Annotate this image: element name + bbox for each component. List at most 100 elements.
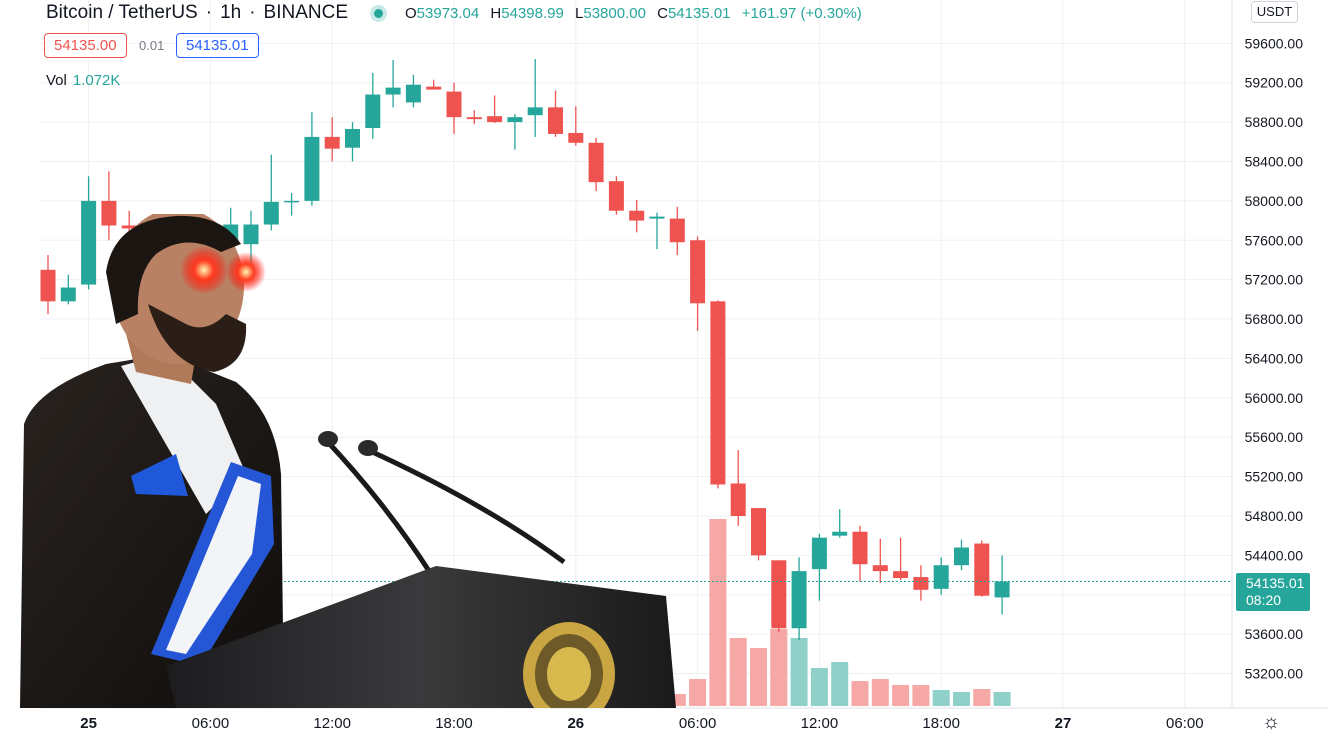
candle-body — [690, 240, 706, 304]
x-tick-label: 27 — [1055, 715, 1072, 732]
volume-bar — [729, 638, 747, 706]
y-tick-label: 58000.00 — [1245, 193, 1304, 209]
ohlc-values: O53973.04 H54398.99 L53800.00 C54135.01 … — [405, 4, 862, 22]
spread-value: 0.01 — [139, 38, 165, 53]
volume-bar — [993, 692, 1011, 706]
candle-body — [284, 200, 300, 203]
candle-body — [832, 531, 848, 536]
close-value: 54135.01 — [667, 4, 731, 22]
candle-body — [811, 537, 827, 570]
candle-body — [40, 269, 56, 302]
volume-bar — [851, 681, 869, 706]
candle-body — [324, 136, 340, 149]
currency-button[interactable]: USDT — [1251, 1, 1298, 23]
candle-body — [263, 201, 279, 225]
volume-bar — [709, 519, 727, 706]
symbol-legend: Bitcoin / TetherUS · 1h · BINANCE O53973… — [46, 2, 862, 23]
candle-body — [405, 84, 421, 103]
president-photo — [20, 214, 676, 708]
candle-body — [771, 560, 787, 629]
candle-body — [872, 565, 888, 572]
candle-body — [730, 483, 746, 516]
change-value: +161.97 (+0.30%) — [741, 4, 862, 22]
x-tick-label: 06:00 — [192, 715, 230, 732]
x-tick-label: 06:00 — [1166, 715, 1204, 732]
volume-bar — [932, 690, 950, 706]
volume-bar — [953, 692, 970, 706]
candle-body — [466, 117, 482, 120]
candle-body — [527, 107, 543, 116]
candle-body — [365, 94, 381, 129]
y-tick-label: 56800.00 — [1245, 311, 1304, 327]
volume-bar — [973, 689, 991, 706]
volume-bar — [790, 638, 808, 706]
y-tick-label: 58400.00 — [1245, 153, 1304, 169]
y-tick-label: 58800.00 — [1245, 114, 1304, 130]
x-tick-label: 25 — [80, 715, 97, 732]
low-value: 53800.00 — [583, 4, 646, 22]
last-price-label: 54135.01 08:20 — [1236, 573, 1310, 611]
candle-body — [588, 142, 604, 183]
buy-button[interactable]: 54135.01 — [176, 33, 259, 58]
candle-body — [629, 210, 645, 221]
gear-icon[interactable]: ☼ — [1262, 711, 1281, 733]
y-tick-label: 53600.00 — [1245, 626, 1304, 642]
y-tick-label: 54800.00 — [1245, 508, 1304, 524]
candle-body — [121, 225, 137, 229]
candle-body — [81, 200, 97, 285]
candle-body — [345, 128, 360, 148]
candle-body — [893, 571, 909, 579]
y-tick-label: 54400.00 — [1245, 547, 1304, 563]
y-tick-label: 55200.00 — [1245, 469, 1304, 485]
x-tick-label: 12:00 — [801, 715, 839, 732]
y-tick-label: 55600.00 — [1245, 429, 1304, 445]
candle-body — [710, 301, 726, 485]
candle-body — [649, 216, 665, 219]
candle-body — [568, 132, 584, 143]
candle-body — [385, 87, 401, 95]
symbol-name[interactable]: Bitcoin / TetherUS — [46, 2, 198, 23]
exchange-label: BINANCE — [263, 2, 348, 23]
candle-body — [751, 508, 766, 556]
volume-bar — [770, 629, 788, 706]
candle-body — [669, 218, 685, 243]
y-tick-label: 56000.00 — [1245, 390, 1304, 406]
volume-bar — [689, 679, 707, 706]
x-tick-label: 18:00 — [435, 715, 473, 732]
candle-body — [791, 571, 807, 629]
volume-bar — [831, 662, 849, 706]
candle-body — [507, 117, 523, 123]
x-tick-label: 12:00 — [313, 715, 351, 732]
time-axis[interactable]: 25 06:00 12:00 18:00 26 06:00 12:00 18:00 27 06:0… — [80, 715, 1203, 732]
candle-body — [933, 565, 949, 589]
last-price-value: 54135.01 — [1246, 575, 1305, 591]
candle-body — [548, 107, 563, 134]
candle-body — [852, 531, 868, 565]
volume-bar — [892, 685, 910, 706]
price-axis[interactable]: 59600.00 59200.00 58800.00 58400.00 58000.00… — [1245, 35, 1304, 681]
candle-body — [608, 181, 624, 211]
volume-value: 1.072K — [72, 72, 121, 89]
y-tick-label: 57600.00 — [1245, 232, 1304, 248]
y-tick-label: 53200.00 — [1245, 666, 1304, 682]
volume-bar — [810, 668, 828, 706]
sell-button[interactable]: 54135.00 — [44, 33, 127, 58]
bar-countdown: 08:20 — [1246, 592, 1282, 608]
candle-body — [974, 543, 990, 596]
candle-body — [304, 136, 320, 201]
candle-body — [60, 287, 76, 302]
volume-bar — [871, 679, 889, 706]
volume-label: Vol — [46, 72, 67, 89]
y-tick-label: 59600.00 — [1245, 35, 1304, 51]
high-value: 54398.99 — [501, 4, 564, 22]
candle-body — [487, 116, 503, 123]
candle-body — [954, 547, 969, 566]
y-tick-label: 56400.00 — [1245, 350, 1304, 366]
x-tick-label: 18:00 — [922, 715, 960, 732]
x-tick-label: 06:00 — [679, 715, 717, 732]
candle-body — [426, 86, 442, 90]
y-tick-label: 57200.00 — [1245, 272, 1304, 288]
open-value: 53973.04 — [416, 4, 480, 22]
interval-label[interactable]: 1h — [220, 2, 242, 23]
candle-body — [994, 581, 1010, 598]
